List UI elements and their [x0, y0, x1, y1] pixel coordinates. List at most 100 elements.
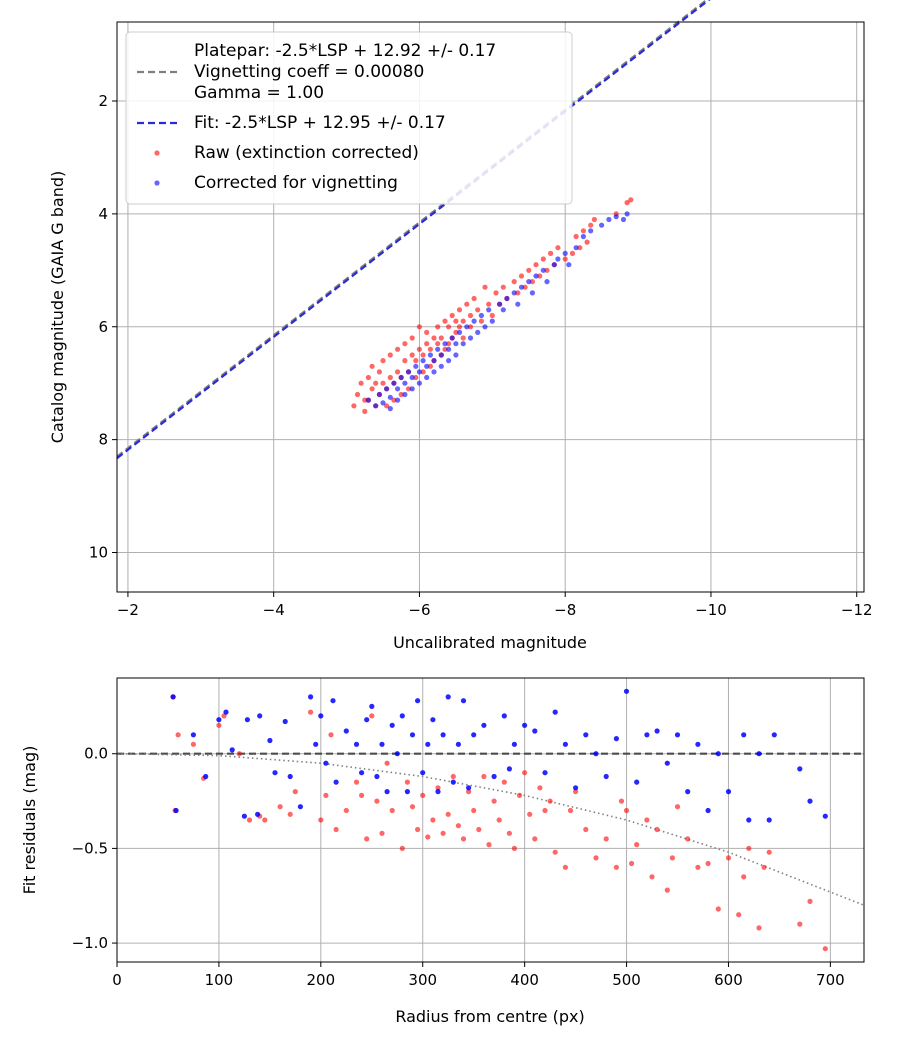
data-point: [593, 855, 599, 861]
data-point: [431, 358, 437, 364]
data-point: [446, 358, 452, 364]
data-point: [440, 732, 446, 738]
data-point: [761, 864, 767, 870]
data-point: [766, 817, 772, 823]
data-point: [573, 233, 579, 240]
data-point: [440, 830, 446, 836]
data-point: [506, 766, 512, 772]
data-point: [395, 369, 401, 375]
data-point: [540, 256, 546, 262]
data-point: [416, 324, 422, 330]
data-point: [669, 855, 676, 861]
data-point: [287, 773, 293, 780]
data-point: [695, 741, 701, 747]
data-point: [460, 318, 466, 324]
data-point: [725, 789, 732, 795]
data-point: [384, 760, 390, 766]
data-point: [537, 785, 543, 791]
data-point: [175, 732, 181, 738]
data-point: [333, 779, 339, 785]
data-point: [460, 335, 466, 341]
data-point: [190, 732, 196, 738]
data-point: [450, 779, 456, 785]
data-point: [427, 352, 433, 358]
data-point: [413, 363, 419, 369]
data-point: [489, 312, 495, 319]
x-tick-label: −10: [695, 601, 727, 619]
data-point: [216, 722, 222, 728]
y-axis-label: Fit residuals (mag): [20, 746, 39, 895]
data-point: [380, 400, 386, 406]
data-point: [471, 732, 477, 738]
data-point: [518, 284, 525, 290]
y-tick-label: −0.5: [72, 839, 108, 857]
data-point: [308, 709, 314, 715]
data-point: [685, 789, 691, 795]
data-point: [599, 222, 605, 228]
data-point: [551, 262, 557, 268]
data-point: [333, 826, 339, 833]
data-point: [664, 760, 670, 766]
data-point: [475, 329, 481, 335]
data-point: [190, 741, 196, 747]
data-point: [529, 290, 536, 296]
data-point: [445, 811, 451, 817]
x-tick-label: 500: [612, 971, 641, 989]
data-point: [405, 369, 412, 375]
data-point: [453, 352, 459, 358]
data-point: [583, 826, 589, 833]
data-point: [580, 228, 587, 234]
residual-points: [170, 688, 828, 952]
data-point: [573, 245, 579, 251]
data-point: [453, 329, 459, 335]
legend-label: Raw (extinction corrected): [194, 143, 419, 163]
data-point: [244, 717, 250, 723]
data-point: [365, 374, 371, 381]
data-point: [526, 279, 532, 285]
x-tick-label: −8: [554, 601, 576, 619]
data-point: [577, 245, 583, 251]
data-point: [453, 341, 459, 347]
plot-frame: [116, 677, 865, 963]
data-point: [353, 779, 360, 785]
data-point: [674, 732, 681, 738]
data-point: [467, 324, 474, 330]
data-point: [562, 250, 568, 256]
x-tick-label: −4: [263, 601, 285, 619]
data-point: [518, 273, 525, 279]
y-tick-label: 0.0: [84, 745, 108, 763]
data-point: [583, 732, 589, 738]
y-tick-label: 6: [98, 318, 108, 336]
data-point: [395, 346, 401, 352]
data-point: [453, 318, 459, 324]
grid: [116, 678, 864, 962]
data-point: [369, 363, 375, 369]
data-point: [466, 789, 472, 795]
data-point: [501, 779, 507, 785]
data-point: [471, 295, 477, 302]
data-point: [613, 736, 620, 742]
data-point: [445, 694, 451, 700]
x-tick-label: 300: [408, 971, 437, 989]
data-point: [420, 352, 426, 358]
data-point: [516, 792, 523, 799]
data-point: [394, 751, 400, 757]
data-point: [323, 760, 329, 766]
data-point: [430, 717, 436, 723]
data-point: [173, 807, 179, 814]
data-point: [236, 751, 242, 757]
data-point: [547, 798, 553, 804]
data-point: [446, 346, 452, 352]
data-point: [593, 751, 599, 757]
data-point: [369, 703, 375, 710]
legend-label: Vignetting coeff = 0.00080: [194, 62, 424, 82]
data-point: [548, 250, 554, 256]
data-point: [380, 380, 386, 386]
data-point: [644, 732, 650, 738]
data-point: [807, 798, 813, 804]
data-point: [756, 751, 762, 757]
data-point: [544, 267, 550, 273]
data-point: [343, 807, 349, 814]
data-point: [522, 770, 528, 776]
